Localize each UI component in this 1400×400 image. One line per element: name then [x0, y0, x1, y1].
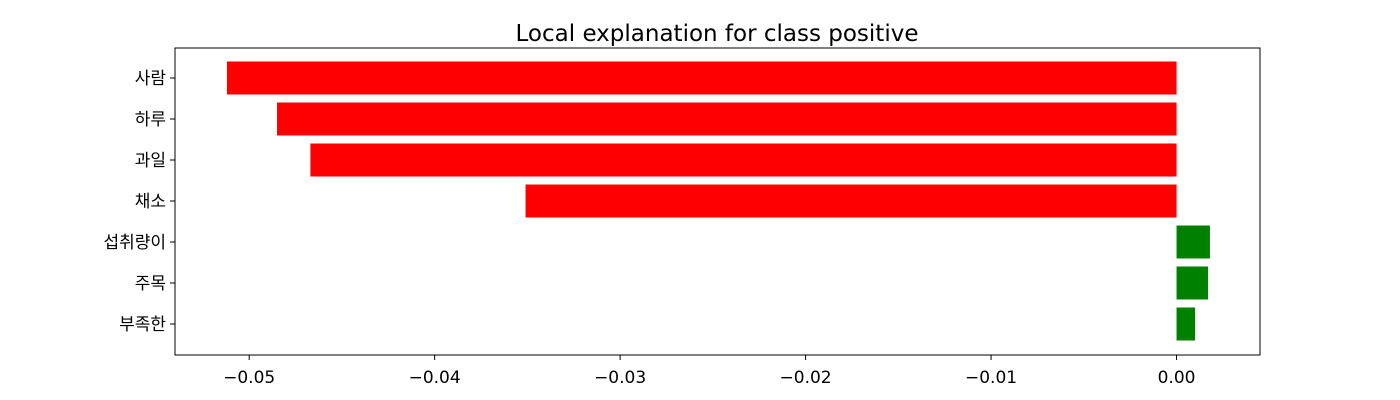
y-tick-label-6: 부족한 — [119, 315, 166, 335]
y-tick-label-0: 사람 — [135, 69, 167, 89]
x-tick-label-4: −0.01 — [965, 368, 1017, 388]
x-axis: −0.05 −0.04 −0.03 −0.02 −0.01 0.00 — [223, 355, 1195, 388]
y-tick-label-4: 섭취량이 — [103, 233, 166, 253]
bar-4 — [1176, 225, 1210, 259]
y-tick-label-2: 과일 — [135, 151, 166, 171]
bars-group — [226, 61, 1210, 341]
bar-5 — [1176, 266, 1209, 300]
y-tick-label-5: 주목 — [135, 274, 166, 294]
y-tick-label-3: 채소 — [135, 192, 166, 212]
bar-3 — [525, 184, 1177, 218]
bar-0 — [226, 61, 1177, 95]
x-tick-label-5: 0.00 — [1158, 368, 1196, 388]
bar-1 — [277, 102, 1177, 136]
bar-6 — [1176, 307, 1196, 341]
bar-2 — [310, 143, 1177, 177]
x-tick-label-3: −0.02 — [780, 368, 832, 388]
x-tick-label-1: −0.04 — [409, 368, 461, 388]
chart-title: Local explanation for class positive — [516, 21, 919, 47]
x-tick-label-2: −0.03 — [594, 368, 646, 388]
y-tick-label-1: 하루 — [135, 110, 166, 130]
x-tick-label-0: −0.05 — [223, 368, 275, 388]
